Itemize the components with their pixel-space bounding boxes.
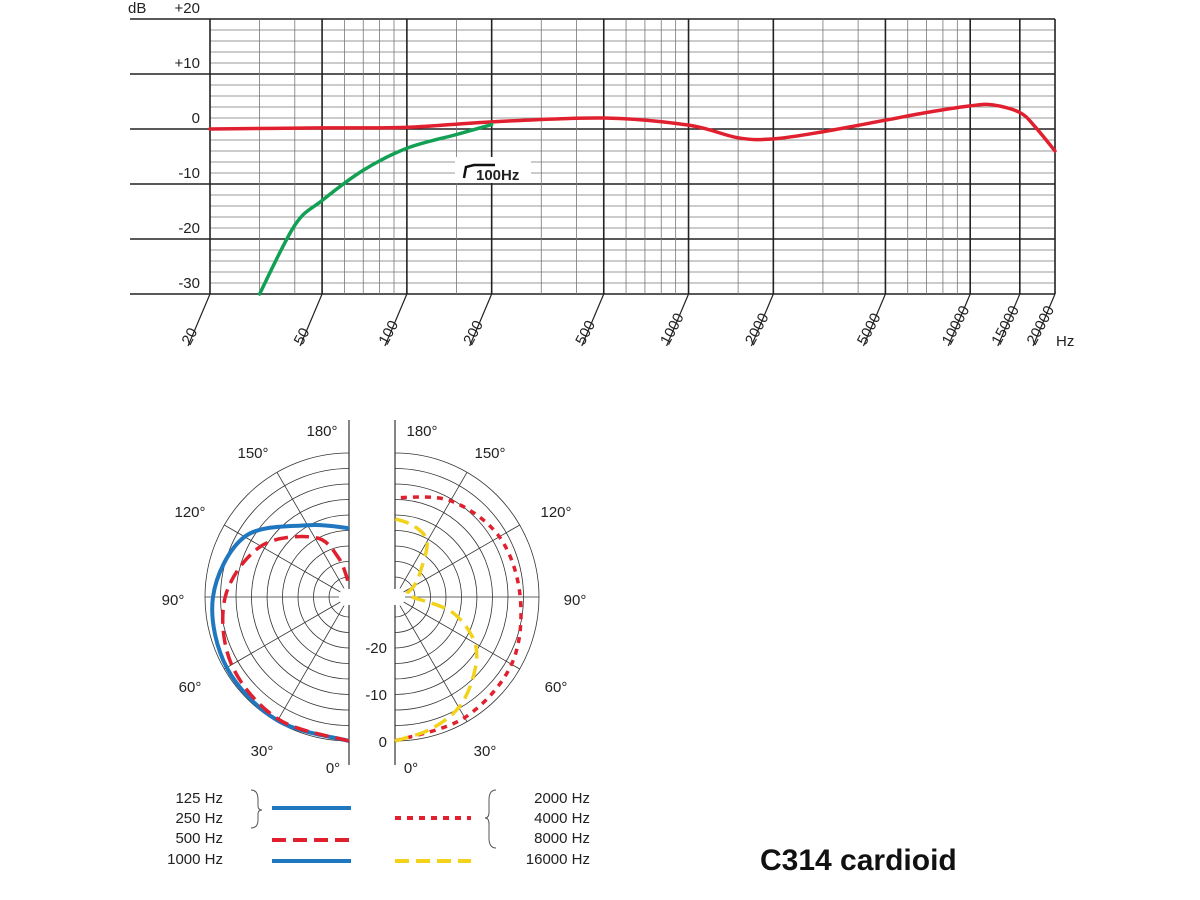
polar-spoke	[403, 524, 520, 593]
y-tick-label: -20	[178, 220, 200, 237]
x-tick-label: 2000	[742, 310, 773, 347]
x-tick-slant	[581, 293, 605, 347]
legend-label: 125 Hz	[175, 790, 223, 807]
x-tick-slant	[947, 293, 971, 347]
x-tick-slant	[750, 293, 774, 347]
x-tick-slant	[469, 293, 493, 347]
polar-angle-label: 180°	[306, 423, 337, 440]
polar-angle-label: 60°	[545, 679, 568, 696]
x-tick-slant	[299, 293, 323, 347]
legend-label: 16000 Hz	[526, 851, 590, 868]
x-tick-label: 5000	[854, 310, 885, 347]
polar-angle-label: 0°	[404, 760, 418, 777]
x-tick-label: 20	[179, 325, 202, 348]
polar-spoke	[403, 601, 520, 670]
polar-angle-label: 30°	[251, 743, 274, 760]
x-tick-slant	[862, 293, 886, 347]
polar-angle-label: 180°	[406, 423, 437, 440]
legend-label: 4000 Hz	[534, 810, 590, 827]
polar-angle-label: 120°	[174, 504, 205, 521]
x-tick-slant	[997, 293, 1021, 347]
polar-curve	[394, 495, 523, 743]
x-tick-label: 50	[291, 325, 314, 348]
x-axis-label: Hz	[1056, 333, 1074, 350]
polar-angle-label: 150°	[237, 445, 268, 462]
frequency-response-curve	[208, 102, 1057, 153]
polar-spoke	[276, 472, 345, 589]
y-tick-label: -10	[178, 165, 200, 182]
polar-db-label: -20	[365, 640, 387, 657]
polar-angle-label: 60°	[179, 679, 202, 696]
polar-curve	[394, 517, 479, 743]
legend-label: 500 Hz	[175, 830, 223, 847]
x-tick-slant	[1032, 293, 1056, 347]
legend-label: 2000 Hz	[534, 790, 590, 807]
x-tick-slant	[384, 293, 408, 347]
x-tick-label: 1000	[657, 310, 688, 347]
polar-angle-label: 0°	[326, 760, 340, 777]
polar-angle-label: 90°	[564, 592, 587, 609]
legend-label: 250 Hz	[175, 810, 223, 827]
y-tick-label: +20	[175, 0, 200, 17]
y-tick-label: -30	[178, 275, 200, 292]
x-tick-label: 10000	[939, 303, 974, 348]
annotation-box	[455, 157, 531, 183]
x-tick-slant	[665, 293, 690, 347]
y-tick-label: 0	[192, 110, 200, 127]
bass-cut-curve	[257, 122, 494, 296]
polar-angle-label: 30°	[474, 743, 497, 760]
x-tick-slant	[187, 293, 211, 347]
x-tick-label: 100	[375, 318, 402, 348]
x-tick-label: 500	[572, 318, 599, 348]
polar-db-label: -10	[365, 687, 387, 704]
legend-brace	[484, 789, 497, 849]
y-tick-label: +10	[175, 55, 200, 72]
polar-curve	[220, 534, 351, 743]
polar-spoke	[399, 472, 468, 589]
annotation-label: 100Hz	[476, 167, 519, 184]
x-tick-label: 200	[460, 318, 487, 348]
legend-brace	[250, 789, 263, 829]
y-axis-label: dB	[128, 0, 146, 17]
polar-angle-label: 120°	[540, 504, 571, 521]
polar-spoke	[399, 605, 468, 722]
polar-angle-label: 150°	[474, 445, 505, 462]
legend-label: 8000 Hz	[534, 830, 590, 847]
polar-spoke	[224, 524, 341, 593]
polar-db-label: 0	[379, 734, 387, 751]
x-tick-label: 20000	[1024, 303, 1059, 348]
legend-label: 1000 Hz	[167, 851, 223, 868]
x-tick-label: 15000	[988, 303, 1023, 348]
polar-spoke	[224, 601, 341, 670]
polar-spoke	[276, 605, 345, 722]
highpass-filter-icon	[462, 163, 495, 179]
polar-angle-label: 90°	[162, 592, 185, 609]
